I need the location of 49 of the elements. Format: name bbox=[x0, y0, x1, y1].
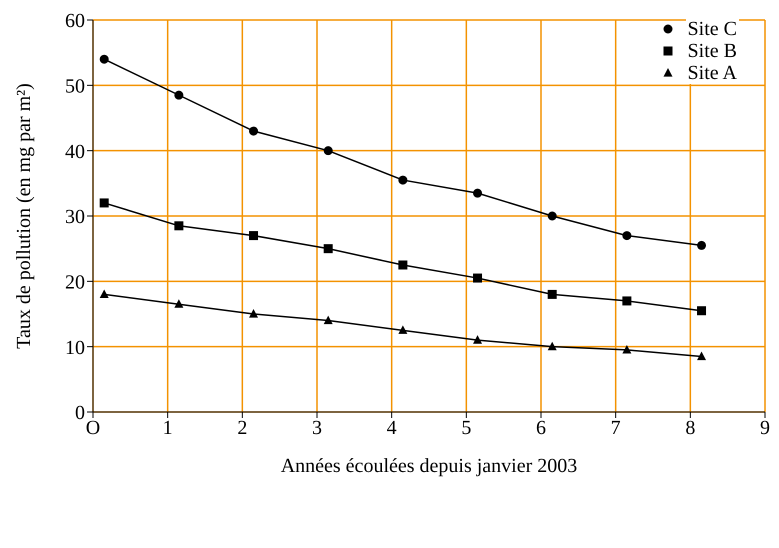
y-tick-label: 10 bbox=[65, 336, 85, 359]
point bbox=[100, 289, 109, 298]
point bbox=[697, 352, 706, 360]
point bbox=[548, 212, 557, 220]
point bbox=[324, 316, 333, 324]
point bbox=[622, 344, 632, 354]
point bbox=[697, 240, 706, 250]
point bbox=[100, 54, 109, 64]
point bbox=[473, 274, 482, 283]
point bbox=[249, 126, 258, 136]
x-tick-label: O bbox=[86, 417, 100, 440]
y-tick-label: 60 bbox=[65, 10, 85, 32]
point bbox=[622, 231, 632, 240]
point bbox=[174, 299, 184, 308]
x-axis-title: Années écoulées depuis janvier 2003 bbox=[280, 455, 578, 477]
y-tick-label: 0 bbox=[75, 402, 85, 424]
point bbox=[548, 342, 557, 350]
y-tick-label: 30 bbox=[65, 206, 85, 228]
point bbox=[473, 335, 482, 344]
x-tick-label: 7 bbox=[610, 417, 621, 440]
point bbox=[697, 306, 706, 316]
point bbox=[548, 290, 557, 299]
y-tick-label: 20 bbox=[65, 271, 85, 294]
point bbox=[249, 231, 258, 240]
point bbox=[622, 296, 632, 306]
legend-label: Site B bbox=[686, 40, 739, 62]
x-tick-label: 1 bbox=[162, 417, 173, 440]
y-tick-label: 40 bbox=[65, 140, 85, 163]
x-tick-label: 9 bbox=[760, 417, 770, 440]
x-tick-label: 5 bbox=[461, 417, 472, 440]
legend-label: Site C bbox=[686, 18, 739, 40]
x-tick-label: 4 bbox=[386, 417, 397, 440]
point bbox=[324, 146, 333, 156]
x-tick-label: 3 bbox=[312, 417, 322, 440]
x-tick-label: 2 bbox=[237, 417, 248, 440]
legend-label: Site A bbox=[686, 62, 739, 84]
x-tick-label: 8 bbox=[685, 417, 696, 440]
point bbox=[473, 188, 482, 198]
point bbox=[324, 244, 333, 254]
point bbox=[398, 325, 408, 334]
point bbox=[174, 221, 184, 230]
x-tick-label: 6 bbox=[536, 417, 546, 440]
point bbox=[174, 90, 184, 100]
point bbox=[398, 176, 408, 185]
point bbox=[398, 260, 408, 270]
y-axis-title: Taux de pollution (en mg par m²) bbox=[13, 83, 36, 349]
point bbox=[249, 309, 258, 318]
y-tick-label: 50 bbox=[65, 75, 85, 98]
point bbox=[100, 198, 109, 208]
